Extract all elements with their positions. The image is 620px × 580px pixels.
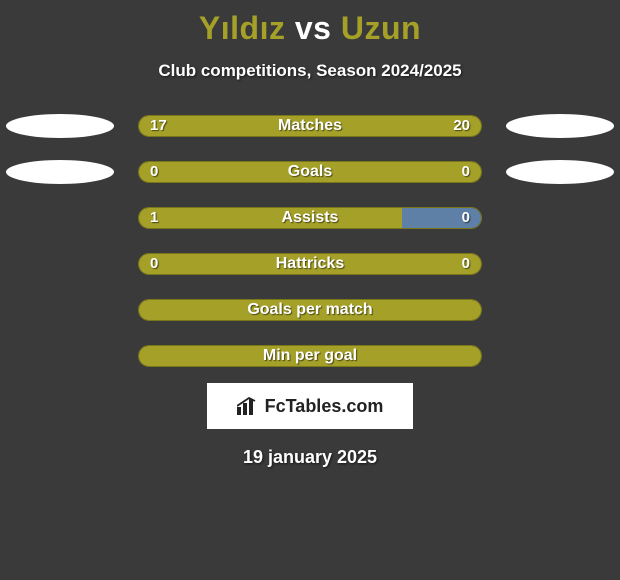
comparison-infographic: Yıldız vs Uzun Club competitions, Season… — [0, 0, 620, 580]
stat-left-value: 1 — [150, 207, 158, 229]
subtitle: Club competitions, Season 2024/2025 — [0, 61, 620, 81]
stat-left-value: 0 — [150, 253, 158, 275]
snapshot-date: 19 january 2025 — [0, 447, 620, 468]
stat-bar-track — [138, 207, 482, 229]
stat-rows: Matches1720Goals00Assists10Hattricks00Go… — [0, 115, 620, 367]
stat-bar-left-fill — [139, 300, 482, 320]
bar-chart-icon — [237, 397, 259, 415]
stat-bar-track — [138, 345, 482, 367]
stat-left-value: 0 — [150, 161, 158, 183]
player1-avatar-oval — [6, 114, 114, 138]
stat-row: Hattricks00 — [0, 253, 620, 275]
stat-right-value: 0 — [462, 253, 470, 275]
stat-bar-track — [138, 299, 482, 321]
brand-badge: FcTables.com — [207, 383, 413, 429]
player1-avatar-oval — [6, 160, 114, 184]
page-title: Yıldız vs Uzun — [0, 0, 620, 47]
title-player2: Uzun — [341, 10, 421, 46]
stat-row: Matches1720 — [0, 115, 620, 137]
stat-bar-track — [138, 161, 482, 183]
player2-avatar-oval — [506, 160, 614, 184]
stat-bar-left-fill — [139, 208, 404, 228]
stat-left-value: 17 — [150, 115, 167, 137]
stat-row: Goals per match — [0, 299, 620, 321]
stat-row: Goals00 — [0, 161, 620, 183]
stat-bar-left-fill — [139, 254, 482, 274]
stat-row: Min per goal — [0, 345, 620, 367]
stat-bar-left-fill — [139, 346, 482, 366]
stat-bar-left-fill — [139, 162, 482, 182]
title-player1: Yıldız — [199, 10, 286, 46]
stat-row: Assists10 — [0, 207, 620, 229]
stat-right-value: 0 — [462, 161, 470, 183]
brand-text: FcTables.com — [265, 396, 384, 417]
stat-bar-track — [138, 115, 482, 137]
player2-avatar-oval — [506, 114, 614, 138]
stat-right-value: 20 — [453, 115, 470, 137]
stat-bar-track — [138, 253, 482, 275]
title-vs: vs — [295, 10, 332, 46]
stat-right-value: 0 — [462, 207, 470, 229]
